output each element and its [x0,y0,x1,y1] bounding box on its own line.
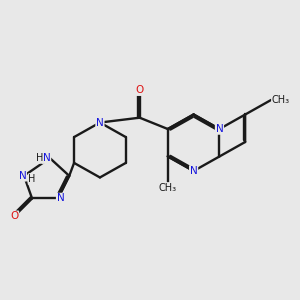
Text: N: N [43,153,50,163]
Text: H: H [36,153,43,163]
Text: O: O [136,85,144,95]
Text: CH₃: CH₃ [272,95,290,105]
Text: N: N [216,124,223,134]
Text: O: O [10,211,18,221]
Text: N: N [19,171,26,181]
Text: H: H [28,174,36,184]
Text: N: N [190,166,197,176]
Text: N: N [57,194,64,203]
Text: CH₃: CH₃ [159,183,177,193]
Text: N: N [96,118,104,128]
